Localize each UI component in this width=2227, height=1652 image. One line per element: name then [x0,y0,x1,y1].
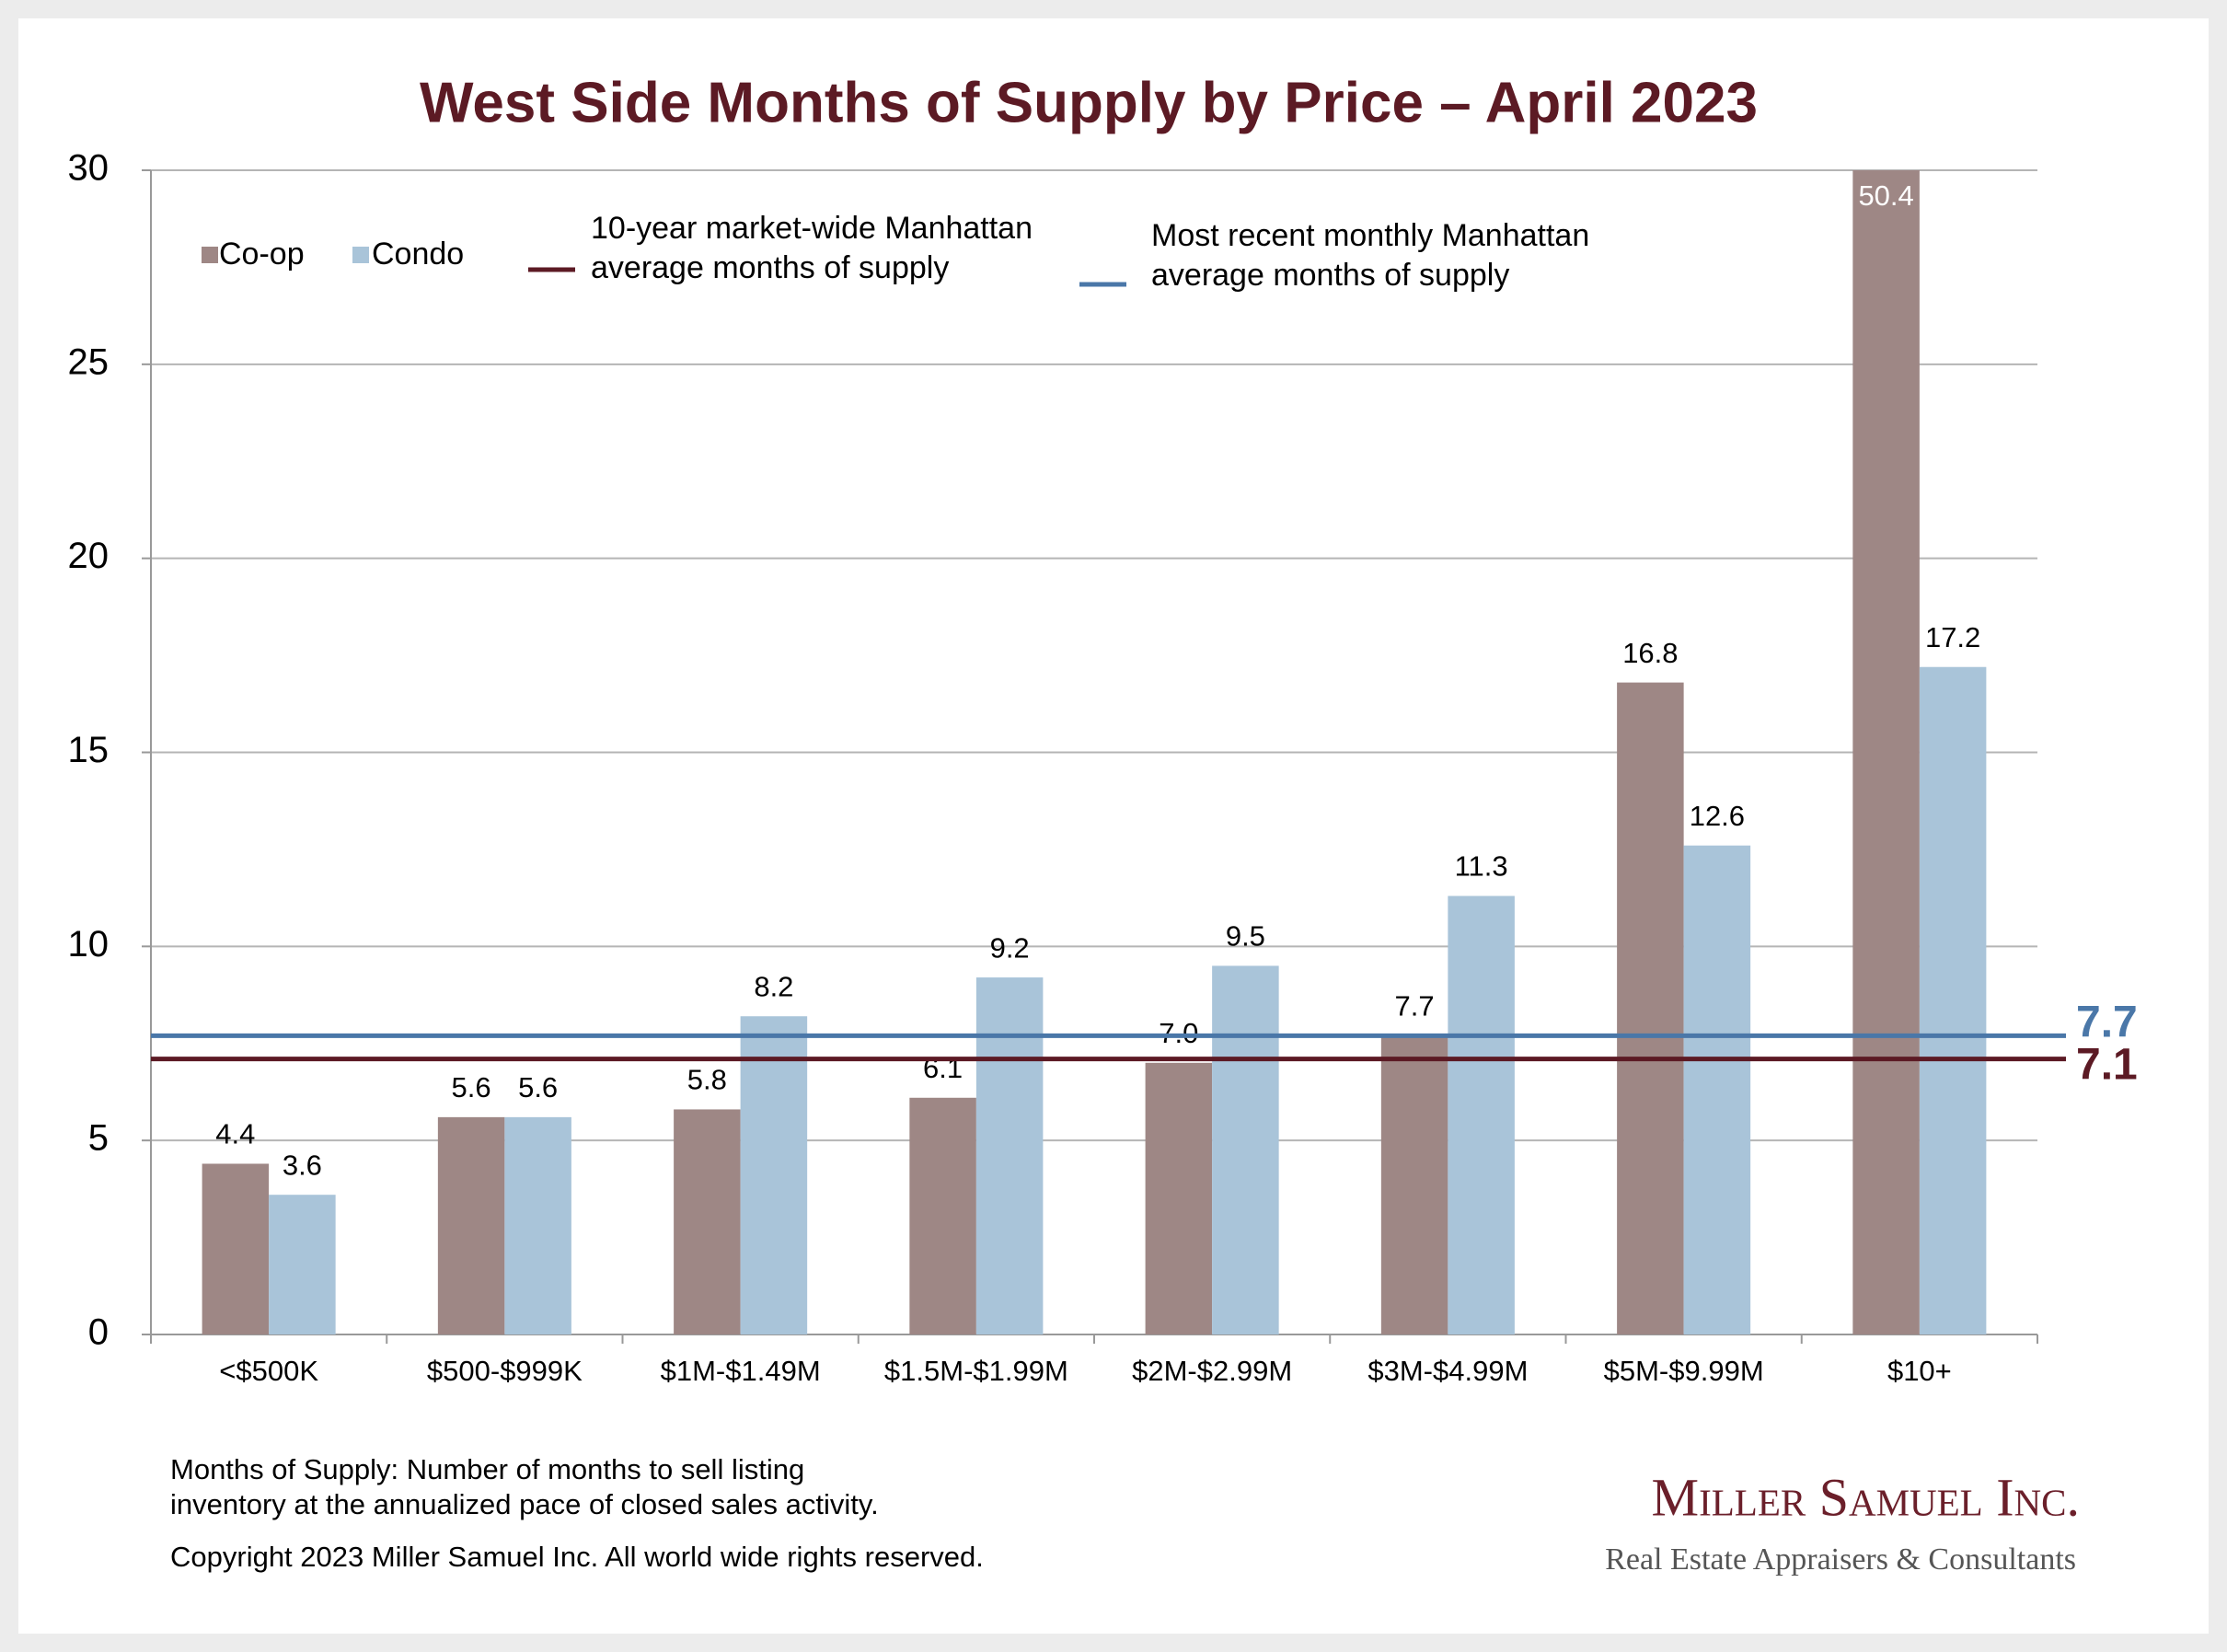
legend-label: 10-year market-wide Manhattan [591,211,1033,246]
legend-swatch [202,247,218,263]
data-label: 7.0 [1159,1017,1198,1049]
y-tick-label: 20 [68,536,110,576]
legend-label: Condo [372,237,464,271]
logo-tagline: Real Estate Appraisers & Consultants [1605,1542,2076,1577]
note: Months of Supply: Number of months to se… [170,1453,804,1485]
data-label: 11.3 [1455,850,1508,883]
bar [1212,965,1279,1334]
x-tick-label: $2M-$2.99M [1132,1355,1292,1387]
data-label: 8.2 [754,970,793,1002]
y-tick-label: 0 [88,1312,109,1353]
y-tick-label: 5 [88,1118,109,1159]
bar [1919,666,1987,1334]
x-tick-label: $3M-$4.99M [1367,1355,1528,1387]
bar [437,1116,505,1334]
data-label: 5.8 [687,1064,727,1096]
x-tick-label: <$500K [219,1355,318,1387]
legend-label: Co-op [219,237,305,271]
bar [504,1116,571,1334]
data-label: 50.4 [1858,179,1913,212]
data-label: 12.6 [1690,800,1745,832]
data-label: 7.7 [1395,990,1435,1022]
bar [1380,1035,1448,1334]
bar [975,977,1044,1334]
y-tick-label: 30 [68,148,110,189]
x-tick-label: $1.5M-$1.99M [884,1355,1068,1387]
bar [674,1109,741,1334]
bar [1852,170,1920,1334]
data-label: 4.4 [215,1118,255,1150]
logo-name: Miller Samuel Inc. [1652,1467,2081,1527]
x-tick-label: $1M-$1.49M [661,1355,821,1387]
bars [202,170,1987,1334]
legend-label: Most recent monthly Manhattan [1151,218,1589,253]
data-label: 9.2 [990,931,1030,964]
reference-label: 7.1 [2076,1041,2138,1090]
legend-label: average months of supply [1151,258,1509,293]
bar [740,1016,808,1334]
bar [1145,1062,1213,1334]
chart-title: West Side Months of Supply by Price – Ap… [420,71,1758,134]
panel [18,18,2209,1634]
data-label: 17.2 [1925,621,1980,653]
bar [1683,845,1751,1334]
legend-label: average months of supply [591,250,949,285]
x-tick-label: $10+ [1887,1355,1952,1387]
y-tick-label: 15 [68,730,110,770]
x-tick-label: $5M-$9.99M [1604,1355,1764,1387]
note: Copyright 2023 Miller Samuel Inc. All wo… [170,1541,984,1573]
data-label: 5.6 [452,1071,491,1103]
bar [269,1195,336,1334]
legend-swatch [352,247,369,263]
bar [202,1163,270,1334]
bar [909,1097,976,1334]
data-label: 3.6 [283,1149,322,1181]
y-tick-label: 10 [68,924,110,965]
data-label: 16.8 [1622,637,1678,669]
reference-label: 7.7 [2076,999,2138,1047]
bar [1617,682,1684,1334]
data-label: 9.5 [1226,920,1265,953]
note: inventory at the annualized pace of clos… [170,1488,879,1520]
bar [1448,895,1515,1334]
data-label: 5.6 [518,1071,558,1103]
x-tick-label: $500-$999K [427,1355,583,1387]
y-tick-label: 25 [68,341,110,382]
